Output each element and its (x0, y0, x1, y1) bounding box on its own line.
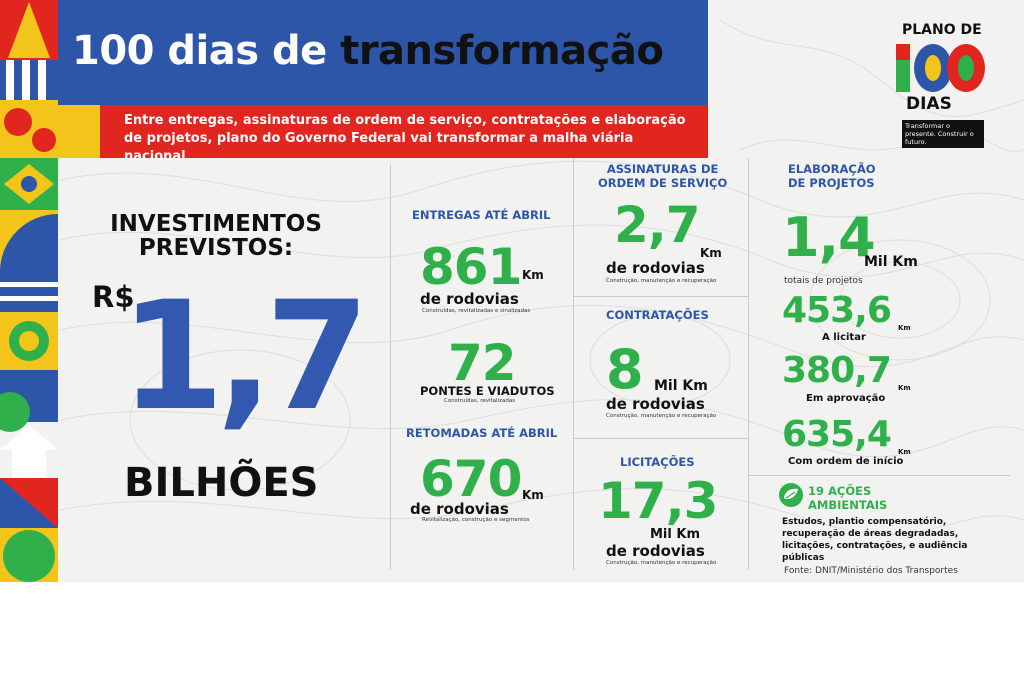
title-part-1: 100 dias de (72, 28, 327, 74)
pontes-label: PONTES E VIADUTOS (420, 384, 555, 398)
decorative-strip (0, 0, 58, 582)
title-banner (58, 0, 708, 105)
currency-label: R$ (92, 280, 135, 314)
source-note: Fonte: DNIT/Ministério dos Transportes (784, 566, 958, 576)
aprovacao-unit: Km (898, 384, 911, 392)
logo-100-graphic: 100 (896, 44, 985, 92)
licitacoes-label: de rodovias (606, 542, 705, 560)
licitar-label: A licitar (822, 332, 866, 343)
topographic-background (59, 19, 1024, 535)
divider (390, 165, 391, 570)
retomadas-label: de rodovias (410, 500, 509, 518)
contratacoes-unit: Mil Km (654, 378, 708, 394)
divider (573, 158, 574, 570)
entregas-value: 861 (420, 238, 522, 296)
projetos-heading: ELABORAÇÃO DE PROJETOS (788, 162, 876, 190)
assinaturas-heading-line-1: ASSINATURAS DE (606, 162, 719, 176)
acoes-heading-line-2: AMBIENTAIS (808, 498, 888, 512)
projetos-total-value: 1,4 (782, 206, 876, 269)
licitacoes-value: 17,3 (598, 472, 718, 530)
retomadas-unit: Km (522, 488, 544, 502)
assinaturas-label: de rodovias (606, 259, 705, 277)
licitar-value: 453,6 (782, 290, 892, 331)
contratacoes-note: Construção, manutenção e recuperação (606, 413, 717, 419)
logo-bottom-text: DIAS (906, 94, 952, 114)
retomadas-value: 670 (420, 450, 522, 508)
aprovacao-value: 380,7 (782, 350, 892, 391)
page-title: 100 dias de transformação (72, 28, 664, 74)
ordem-label: Com ordem de início (788, 456, 904, 467)
divider (748, 158, 749, 570)
pontes-value: 72 (448, 334, 517, 392)
acoes-description: Estudos, plantio compensatório, recupera… (782, 517, 968, 563)
projetos-heading-line-1: ELABORAÇÃO (788, 162, 876, 176)
yellow-accent-block (58, 105, 100, 158)
subtitle-banner (100, 105, 708, 158)
projetos-heading-line-2: DE PROJETOS (788, 176, 875, 190)
aprovacao-label: Em aprovação (806, 393, 886, 404)
entregas-unit: Km (522, 268, 544, 282)
assinaturas-heading: ASSINATURAS DE ORDEM DE SERVIÇO (598, 162, 727, 190)
entregas-note: Construídas, revitalizadas e sinalizadas (422, 308, 531, 314)
globe-leaf-icon (779, 483, 803, 507)
projetos-total-label: totais de projetos (784, 276, 863, 286)
logo-top-text: PLANO DE (902, 22, 982, 38)
entregas-heading: ENTREGAS ATÉ ABRIL (412, 208, 551, 222)
licitacoes-heading: LICITAÇÕES (620, 455, 695, 469)
investment-value: 1,7 (120, 270, 370, 444)
acoes-heading-line-1: 19 AÇÕES (808, 484, 872, 498)
assinaturas-value: 2,7 (614, 196, 701, 254)
assinaturas-heading-line-2: ORDEM DE SERVIÇO (598, 176, 728, 190)
licitar-unit: Km (898, 324, 911, 332)
subtitle: Entre entregas, assinaturas de ordem de … (124, 113, 686, 164)
contratacoes-label: de rodovias (606, 395, 705, 413)
contratacoes-heading: CONTRATAÇÕES (606, 308, 709, 322)
investment-magnitude: BILHÕES (124, 460, 319, 506)
plano-100-dias-logo: PLANO DE 100 DIAS Transformar o presente… (894, 22, 990, 148)
title-part-2: transformação (340, 28, 664, 74)
divider (748, 475, 1010, 476)
acoes-heading: 19 AÇÕES AMBIENTAIS (808, 484, 887, 512)
investments-heading: INVESTIMENTOS PREVISTOS: (110, 211, 322, 261)
licitacoes-unit: Mil Km (650, 527, 700, 542)
licitacoes-note: Construção, manutenção e recuperação (606, 560, 717, 566)
entregas-label: de rodovias (420, 290, 519, 308)
projetos-total-unit: Mil Km (864, 254, 918, 270)
assinaturas-note: Construção, manutenção e recuperação (606, 278, 717, 284)
contratacoes-value: 8 (606, 338, 644, 401)
pontes-note: Construídas, revitalizadas (444, 398, 516, 404)
ordem-unit: Km (898, 448, 911, 456)
retomadas-note: Revitalização, construção e segmentos (422, 517, 530, 523)
infographic: 100 dias de transformação Entre entregas… (0, 0, 1024, 582)
ordem-value: 635,4 (782, 414, 892, 455)
retomadas-heading: RETOMADAS ATÉ ABRIL (406, 426, 558, 440)
divider (573, 296, 748, 297)
logo-tagline: Transformar o presente. Construir o futu… (902, 120, 984, 148)
divider (573, 438, 748, 439)
assinaturas-unit: Km (700, 246, 722, 260)
